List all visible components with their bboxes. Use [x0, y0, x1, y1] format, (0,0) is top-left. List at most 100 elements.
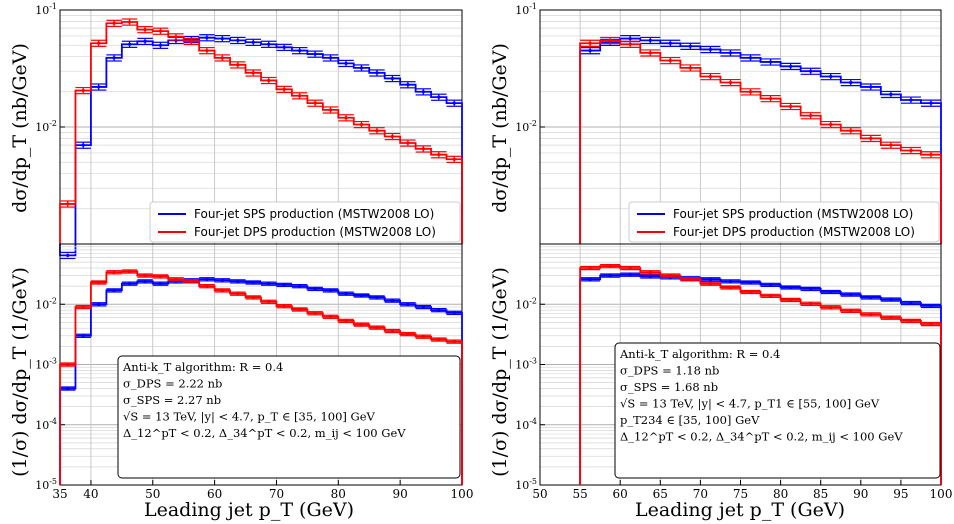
- dps-series-point: [220, 288, 224, 292]
- sps-series-point: [143, 279, 147, 283]
- dps-series-point: [452, 339, 456, 344]
- dps-series-point: [829, 122, 833, 127]
- dps-series-point: [375, 129, 379, 133]
- dps-series-point: [267, 300, 271, 304]
- legend-entry: Four-jet DPS production (MSTW2008 LO): [194, 225, 436, 239]
- annotation-line: σ_DPS = 1.18 nb: [620, 364, 719, 378]
- dps-series-point: [158, 29, 163, 33]
- sps-series-point: [608, 273, 612, 278]
- left-top-panel: 10-2 10-1 Four-jet SPS production (MSTW200…: [35, 2, 463, 260]
- xtick-label: 40: [83, 487, 98, 501]
- annotation-line: √S = 13 TeV, |y| < 4.7, p_T1 ∈ [55, 100]…: [620, 397, 880, 412]
- sps-series-point: [437, 308, 441, 312]
- dps-series-point: [748, 90, 753, 94]
- dps-series-point: [648, 51, 652, 55]
- dps-series-point: [829, 305, 833, 309]
- sps-series-point: [452, 101, 456, 105]
- xtick-label: 75: [733, 487, 748, 501]
- dps-series-point: [849, 309, 853, 313]
- right-top-ylabel: dσ/dp_T (nb/GeV): [489, 43, 511, 213]
- annotation-line: p_T234 ∈ [35, 100] GeV: [620, 413, 760, 427]
- xtick-label: 90: [853, 487, 868, 501]
- dps-series-point: [127, 20, 132, 24]
- xtick-label: 70: [693, 487, 708, 501]
- ytick-label: 10-3: [35, 357, 57, 372]
- left-bottom-ylabel: (1/σ) dσ/dp_T (1/GeV): [9, 267, 31, 477]
- dps-series-point: [189, 279, 194, 283]
- xtick-label: 85: [813, 487, 828, 501]
- dps-series-point: [66, 362, 70, 367]
- ytick-label: 10-3: [515, 357, 537, 372]
- sps-series-point: [648, 38, 652, 42]
- sps-series-point: [849, 292, 853, 297]
- xtick-label: 60: [207, 487, 222, 501]
- sps-series-point: [648, 274, 652, 278]
- xtick-label: 60: [613, 487, 628, 501]
- sps-series-point: [809, 287, 813, 291]
- left-top-ylabel: dσ/dp_T (nb/GeV): [9, 43, 31, 213]
- dps-series-point: [909, 148, 913, 153]
- dps-series-point: [127, 269, 132, 274]
- dps-series-point: [628, 42, 632, 46]
- dps-series-point: [158, 274, 163, 278]
- right-bottom-ylabel: (1/σ) dσ/dp_T (1/GeV): [489, 267, 511, 477]
- dps-series-point: [189, 39, 194, 43]
- sps-series-point: [97, 85, 101, 89]
- dps-series-point: [97, 280, 101, 285]
- dps-series-point: [298, 94, 302, 98]
- dps-series-point: [768, 96, 773, 101]
- dps-series-point: [668, 58, 672, 63]
- xtick-label: 95: [893, 487, 908, 501]
- dps-series-point: [236, 63, 240, 67]
- sps-series-point: [768, 60, 773, 64]
- sps-series-point: [588, 48, 592, 53]
- dps-series-point: [608, 264, 612, 268]
- sps-series-point: [668, 41, 672, 45]
- sps-series-point: [748, 56, 753, 60]
- dps-series-point: [809, 302, 813, 306]
- sps-series-point: [909, 301, 913, 305]
- sps-series-point: [829, 290, 833, 294]
- annotation-box: [117, 355, 461, 479]
- dps-series-point: [81, 305, 85, 309]
- ytick-label: 10-1: [515, 2, 537, 17]
- sps-series-point: [728, 51, 733, 55]
- ytick-label: 10-2: [515, 119, 537, 134]
- dps-series-point: [748, 290, 753, 294]
- dps-series-point: [205, 48, 209, 53]
- xtick-label: 65: [653, 487, 668, 501]
- sps-series-point: [143, 39, 147, 43]
- annotation-box: [614, 342, 941, 479]
- sps-series-point: [127, 42, 132, 46]
- ytick-label: 10-2: [35, 119, 57, 134]
- sps-series-point: [251, 280, 255, 285]
- sps-series-point: [112, 56, 116, 60]
- dps-series-point: [421, 335, 425, 339]
- dps-series-point: [688, 66, 692, 70]
- dps-series-point: [789, 298, 793, 302]
- ytick-label: 10-4: [35, 417, 57, 432]
- left-column: 10-2 10-1 Four-jet SPS production (MSTW200…: [9, 2, 473, 521]
- dps-series-point: [929, 322, 933, 326]
- legend-entry: Four-jet DPS production (MSTW2008 LO): [673, 225, 915, 239]
- dps-series-point: [588, 266, 592, 270]
- right-xlabel: Leading jet p_T (GeV): [635, 499, 845, 521]
- dps-series-point: [889, 143, 893, 147]
- sps-series-point: [708, 47, 713, 52]
- xtick-label: 50: [145, 487, 160, 501]
- dps-series-point: [889, 316, 893, 320]
- dps-series-point: [789, 104, 793, 108]
- ytick-label: 10-2: [515, 296, 537, 311]
- dps-series-point: [406, 332, 410, 336]
- dps-series-point: [929, 153, 933, 157]
- sps-series-point: [313, 52, 317, 56]
- sps-series-point: [359, 293, 364, 298]
- dps-series-point: [251, 71, 255, 75]
- sps-series-point: [588, 277, 592, 281]
- sps-series-point: [66, 386, 70, 391]
- dps-series-point: [267, 78, 271, 83]
- xtick-label: 90: [393, 487, 408, 501]
- dps-series-point: [406, 141, 410, 145]
- dps-series-point: [298, 307, 302, 312]
- dps-series-point: [97, 41, 101, 45]
